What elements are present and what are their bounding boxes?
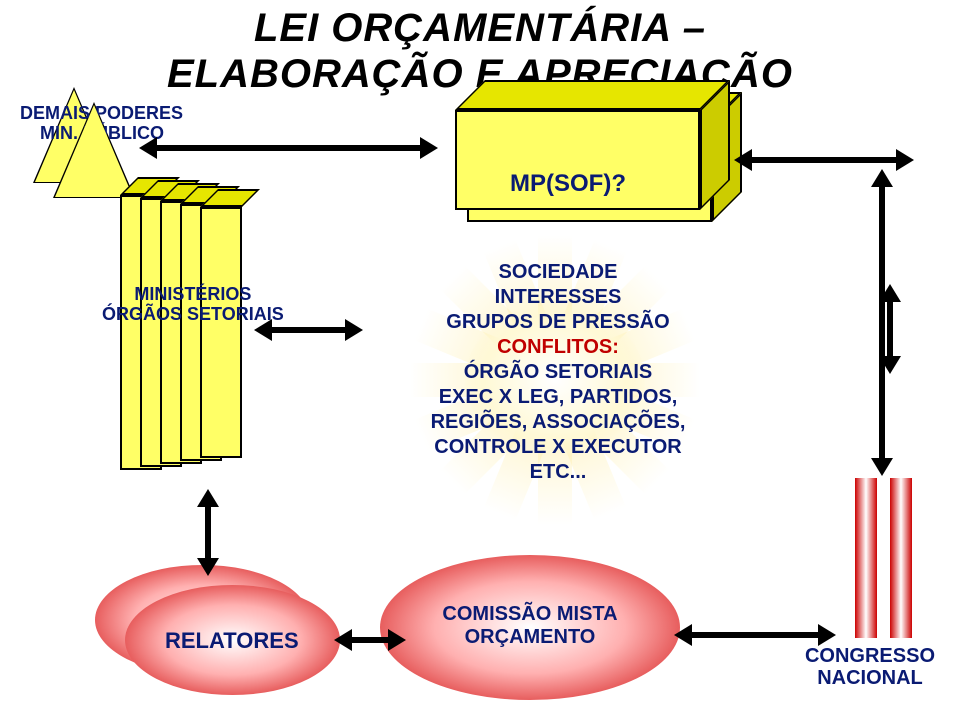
mpsof-label: MP(SOF)? <box>510 170 626 198</box>
arrow-bar <box>155 145 422 151</box>
arrow-head <box>818 624 836 646</box>
triangle-shape <box>55 105 133 197</box>
arrow-head <box>254 319 272 341</box>
congresso-column <box>855 478 877 638</box>
congresso-column <box>890 478 912 638</box>
arrow-head <box>871 458 893 476</box>
center-line4: CONFLITOS: <box>388 335 728 360</box>
arrow-head <box>345 319 363 341</box>
arrow-bar <box>350 637 390 643</box>
arrow-head <box>879 356 901 374</box>
congresso-line1: CONGRESSO <box>790 645 950 667</box>
arrow-head <box>334 629 352 651</box>
arrow-head <box>139 137 157 159</box>
arrow-head <box>896 149 914 171</box>
title-line1: LEI ORÇAMENTÁRIA – <box>0 6 960 51</box>
center-line8: CONTROLE X EXECUTOR <box>388 435 728 460</box>
comissao-label: COMISSÃO MISTA ORÇAMENTO <box>400 603 660 649</box>
center-line7: REGIÕES, ASSOCIAÇÕES, <box>388 410 728 435</box>
ministerios-line1: MINISTÉRIOS <box>102 285 284 305</box>
arrow-head <box>879 284 901 302</box>
arrow-head <box>197 489 219 507</box>
arrow-bar <box>270 327 347 333</box>
arrow-bar <box>690 632 820 638</box>
arrow-head <box>734 149 752 171</box>
center-line6: EXEC X LEG, PARTIDOS, <box>388 385 728 410</box>
comissao-line1: COMISSÃO MISTA <box>400 603 660 626</box>
relatores-label: RELATORES <box>165 628 299 654</box>
arrow-head <box>197 558 219 576</box>
arrow-head <box>420 137 438 159</box>
arrow-bar <box>750 157 898 163</box>
arrow-bar <box>879 185 885 460</box>
box3d-top <box>455 80 730 110</box>
center-text-block: SOCIEDADE INTERESSES GRUPOS DE PRESSÃO C… <box>388 260 728 485</box>
arrow-bar <box>205 505 211 560</box>
congresso-label: CONGRESSO NACIONAL <box>790 645 950 689</box>
center-line1: SOCIEDADE <box>388 260 728 285</box>
arrow-bar <box>887 300 893 358</box>
center-line2: INTERESSES <box>388 285 728 310</box>
arrow-head <box>871 169 893 187</box>
vsheet-front <box>200 207 242 458</box>
congresso-line2: NACIONAL <box>790 667 950 689</box>
center-line9: ETC... <box>388 460 728 485</box>
center-line3: GRUPOS DE PRESSÃO <box>388 310 728 335</box>
center-line5: ÓRGÃO SETORIAIS <box>388 360 728 385</box>
arrow-head <box>674 624 692 646</box>
arrow-head <box>388 629 406 651</box>
comissao-line2: ORÇAMENTO <box>400 626 660 649</box>
